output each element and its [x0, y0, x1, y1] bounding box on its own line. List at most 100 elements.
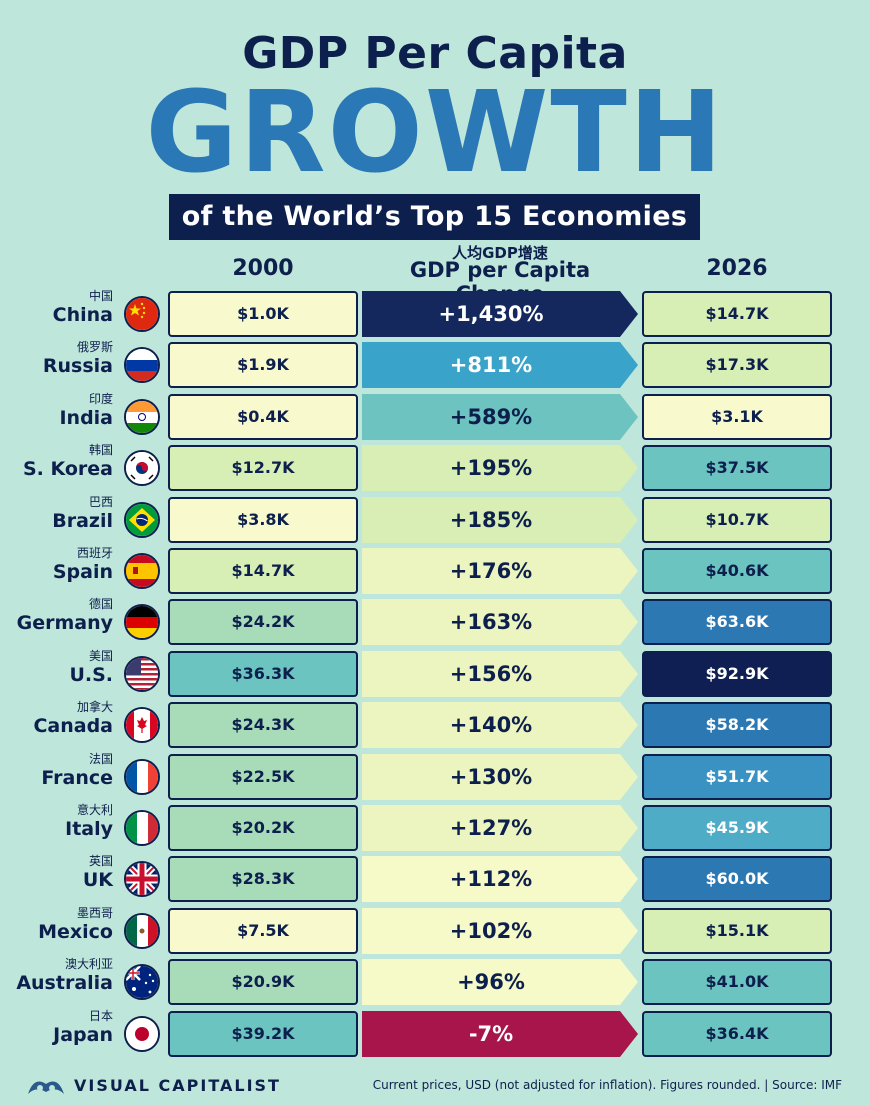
gdp-2026-cell: $3.1K: [642, 394, 832, 440]
australia-flag-icon: [124, 964, 160, 1000]
country-name-cn: 中国: [88, 289, 113, 303]
gdp-2000-cell: $28.3K: [168, 856, 358, 902]
gdp-2026-cell: $41.0K: [642, 959, 832, 1005]
change-value: +195%: [449, 456, 533, 480]
table-row: 法国 France $22.5K +130% $51.7K: [0, 752, 870, 800]
column-header-2000: 2000: [232, 256, 294, 281]
country-name-cn: 日本: [88, 1009, 113, 1023]
germany-flag-icon: [124, 604, 160, 640]
table-row: 中国 China $1.0K +1,430% $14.7K: [0, 289, 870, 337]
gdp-2026-cell: $45.9K: [642, 805, 832, 851]
table-row: 俄罗斯 Russia $1.9K +811% $17.3K: [0, 340, 870, 388]
gdp-2026-cell: $15.1K: [642, 908, 832, 954]
country-name: China: [52, 304, 113, 326]
gdp-2000-cell: $12.7K: [168, 445, 358, 491]
title-line2: GROWTH: [145, 68, 725, 198]
change-value: +96%: [457, 970, 525, 994]
change-value: +112%: [449, 867, 533, 891]
table-row: 巴西 Brazil $3.8K +185% $10.7K: [0, 495, 870, 543]
gdp-2000-cell: $20.2K: [168, 805, 358, 851]
india-flag-icon: [124, 399, 160, 435]
country-name: Mexico: [38, 921, 113, 943]
footer-source-note: Current prices, USD (not adjusted for in…: [372, 1078, 842, 1092]
gdp-2000-cell: $24.3K: [168, 702, 358, 748]
country-name: Spain: [52, 561, 113, 583]
country-name-cn: 韩国: [88, 443, 113, 457]
column-header-2026: 2026: [706, 256, 768, 281]
gdp-2026-cell: $17.3K: [642, 342, 832, 388]
country-name-cn: 巴西: [88, 495, 113, 509]
change-arrow: +127%: [362, 805, 638, 851]
country-name: Russia: [42, 355, 113, 377]
subtitle-box: of the World’s Top 15 Economies: [169, 194, 700, 240]
change-arrow: +112%: [362, 856, 638, 902]
gdp-2026-cell: $63.6K: [642, 599, 832, 645]
gdp-2000-cell: $1.9K: [168, 342, 358, 388]
gdp-2000-cell: $7.5K: [168, 908, 358, 954]
title-line1: GDP Per Capita: [242, 28, 628, 79]
country-name-cn: 印度: [88, 392, 113, 406]
russia-flag-icon: [124, 347, 160, 383]
country-name: U.S.: [69, 664, 113, 686]
change-arrow: +185%: [362, 497, 638, 543]
table-row: 日本 Japan $39.2K -7% $36.4K: [0, 1009, 870, 1057]
change-arrow: +163%: [362, 599, 638, 645]
brazil-flag-icon: [124, 502, 160, 538]
change-arrow: -7%: [362, 1011, 638, 1057]
china-flag-icon: [124, 296, 160, 332]
country-name-cn: 德国: [88, 597, 113, 611]
table-row: 澳大利亚 Australia $20.9K +96% $41.0K: [0, 957, 870, 1005]
table-row: 韩国 S. Korea $12.7K +195% $37.5K: [0, 443, 870, 491]
country-name-cn: 意大利: [76, 803, 113, 817]
country-name: Japan: [53, 1024, 113, 1046]
gdp-2026-cell: $14.7K: [642, 291, 832, 337]
country-name-cn: 澳大利亚: [64, 957, 113, 971]
country-name: UK: [82, 869, 113, 891]
country-name-cn: 俄罗斯: [76, 340, 113, 354]
gdp-2000-cell: $1.0K: [168, 291, 358, 337]
change-value: +811%: [449, 353, 533, 377]
gdp-2000-cell: $36.3K: [168, 651, 358, 697]
japan-flag-icon: [124, 1016, 160, 1052]
canada-flag-icon: [124, 707, 160, 743]
table-row: 意大利 Italy $20.2K +127% $45.9K: [0, 803, 870, 851]
country-name-cn: 西班牙: [76, 546, 113, 560]
change-arrow: +156%: [362, 651, 638, 697]
change-value: +589%: [449, 405, 533, 429]
gdp-2000-cell: $3.8K: [168, 497, 358, 543]
footer-brand: VISUAL CAPITALIST: [74, 1076, 281, 1095]
change-arrow: +589%: [362, 394, 638, 440]
gdp-2026-cell: $10.7K: [642, 497, 832, 543]
table-row: 美国 U.S. $36.3K +156% $92.9K: [0, 649, 870, 697]
column-header-change-cn: 人均GDP增速: [452, 244, 548, 262]
change-value: +156%: [449, 662, 533, 686]
change-value: +130%: [449, 765, 533, 789]
change-arrow: +195%: [362, 445, 638, 491]
change-arrow: +176%: [362, 548, 638, 594]
change-arrow: +140%: [362, 702, 638, 748]
france-flag-icon: [124, 759, 160, 795]
change-value: +102%: [449, 919, 533, 943]
change-value: +127%: [449, 816, 533, 840]
country-name-cn: 墨西哥: [76, 906, 113, 920]
table-row: 德国 Germany $24.2K +163% $63.6K: [0, 597, 870, 645]
uk-flag-icon: [124, 861, 160, 897]
table-row: 墨西哥 Mexico $7.5K +102% $15.1K: [0, 906, 870, 954]
gdp-2000-cell: $39.2K: [168, 1011, 358, 1057]
table-row: 印度 India $0.4K +589% $3.1K: [0, 392, 870, 440]
change-value: +185%: [449, 508, 533, 532]
gdp-2000-cell: $14.7K: [168, 548, 358, 594]
change-value: +140%: [449, 713, 533, 737]
visual-capitalist-logo-icon: [28, 1081, 64, 1094]
change-value: +1,430%: [438, 302, 544, 326]
country-name: Australia: [16, 972, 113, 994]
gdp-2000-cell: $0.4K: [168, 394, 358, 440]
country-name: Italy: [65, 818, 113, 840]
italy-flag-icon: [124, 810, 160, 846]
gdp-2026-cell: $37.5K: [642, 445, 832, 491]
country-name-cn: 美国: [88, 649, 113, 663]
gdp-2026-cell: $36.4K: [642, 1011, 832, 1057]
change-arrow: +130%: [362, 754, 638, 800]
change-value: -7%: [468, 1022, 514, 1046]
country-name: Canada: [33, 715, 113, 737]
